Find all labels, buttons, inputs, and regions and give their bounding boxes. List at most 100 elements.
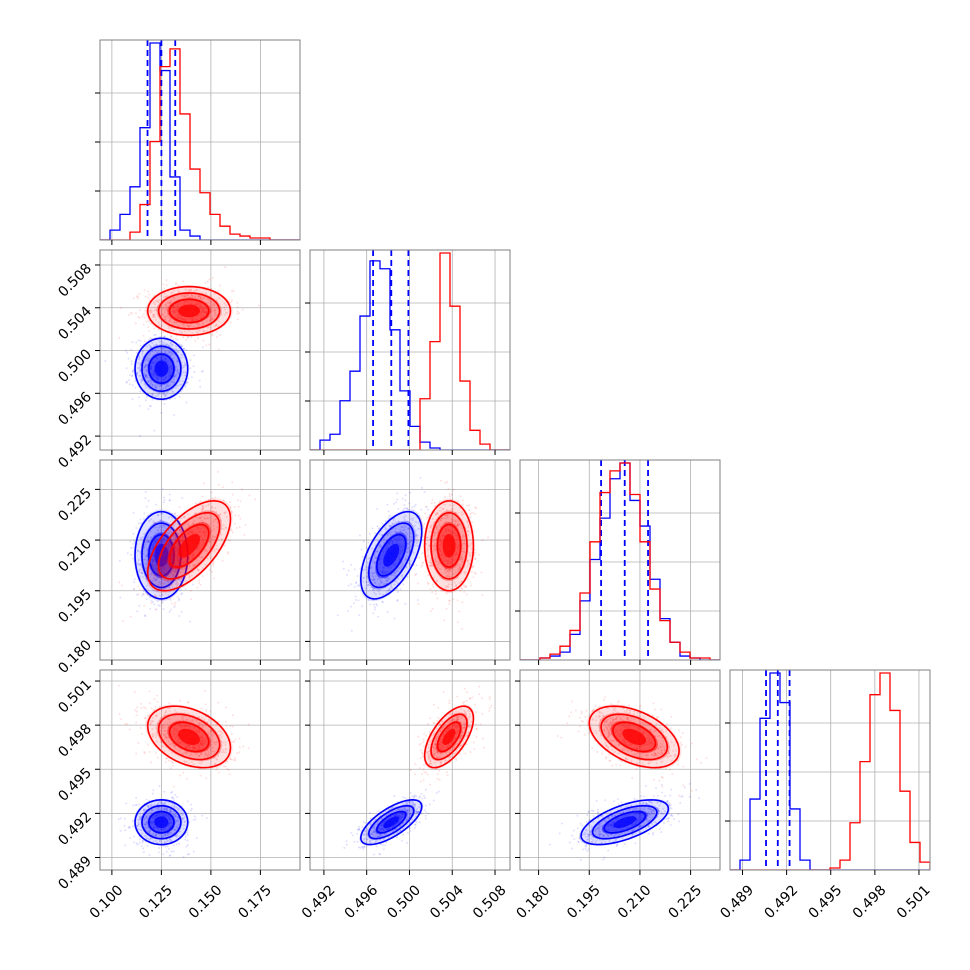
scatter-point (143, 366, 146, 369)
scatter-point (446, 574, 449, 577)
scatter-point (180, 528, 183, 531)
scatter-point (226, 311, 229, 314)
scatter-point (211, 309, 214, 312)
scatter-point (372, 575, 375, 578)
scatter-point (361, 555, 364, 558)
scatter-point (179, 811, 182, 814)
scatter-point (381, 534, 384, 537)
scatter-point (127, 313, 130, 316)
scatter-point (167, 541, 170, 544)
scatter-point (448, 495, 451, 498)
scatter-point (144, 817, 147, 820)
scatter-point (374, 556, 377, 559)
scatter-point (204, 550, 207, 553)
scatter-point (475, 507, 478, 510)
scatter-point (188, 821, 191, 824)
scatter-point (378, 527, 381, 530)
scatter-point (153, 522, 156, 525)
scatter-point (140, 522, 143, 525)
ticks-2-2 (515, 512, 692, 665)
scatter-point (394, 571, 397, 574)
scatter-point (209, 304, 212, 307)
scatter-point (164, 385, 167, 388)
scatter-point (129, 311, 132, 314)
scatter-point (150, 573, 153, 576)
scatter-point (167, 302, 170, 305)
scatter-point (163, 496, 166, 499)
scatter-point (166, 352, 169, 355)
density-contour (141, 804, 182, 840)
scatter-point (210, 491, 213, 494)
scatter-point (218, 320, 221, 323)
scatter-point (423, 522, 426, 525)
scatter-point (463, 539, 466, 542)
scatter-point (457, 499, 460, 502)
scatter-point (173, 569, 176, 572)
scatter-point (442, 508, 445, 511)
scatter-point (176, 808, 179, 811)
scatter-point (175, 815, 178, 818)
scatter-point (214, 743, 217, 746)
scatter-point (155, 299, 158, 302)
scatter-point (181, 817, 184, 820)
scatter-point (224, 304, 227, 307)
scatter-point (131, 371, 134, 374)
scatter-point (235, 526, 238, 529)
scatter-point (178, 597, 181, 600)
density-fill (154, 816, 169, 829)
scatter-point (153, 334, 156, 337)
scatter-point (131, 375, 134, 378)
scatter-point (167, 327, 170, 330)
scatter-point (138, 562, 141, 565)
ticks-0-0 (95, 92, 261, 245)
scatter-point (213, 536, 216, 539)
scatter-panel-1-2 (100, 250, 300, 450)
scatter-point (211, 538, 214, 541)
scatter-point (167, 580, 170, 583)
scatter-point (215, 324, 218, 327)
scatter-point (143, 532, 146, 535)
scatter-point (153, 595, 156, 598)
scatter-point (167, 736, 170, 739)
scatter-point (212, 524, 215, 527)
scatter-point (197, 323, 200, 326)
scatter-point (213, 312, 216, 315)
scatter-point (150, 804, 153, 807)
scatter-point (179, 577, 182, 580)
scatter-point (153, 578, 156, 581)
scatter-point (160, 343, 163, 346)
scatter-point (183, 820, 186, 823)
scatter-point (125, 381, 128, 384)
scatter-point (425, 516, 428, 519)
scatter-point (148, 830, 151, 833)
scatter-point (180, 593, 183, 596)
scatter-point (175, 582, 178, 585)
scatter-point (179, 830, 182, 833)
scatter-point (214, 309, 217, 312)
scatter-point (176, 819, 179, 822)
grid-lines (310, 460, 510, 660)
scatter-point (210, 311, 213, 314)
scatter-point (150, 536, 153, 539)
scatter-point (396, 492, 399, 495)
scatter-point (173, 512, 176, 515)
scatter-panel-1-4 (100, 670, 300, 870)
scatter-point (152, 834, 155, 837)
scatter-point (139, 551, 142, 554)
scatter-point (211, 317, 214, 320)
scatter-point (146, 844, 149, 847)
scatter-point (390, 531, 393, 534)
scatter-point (143, 289, 146, 292)
scatter-point (120, 306, 123, 309)
scatter-point (131, 546, 134, 549)
scatter-point (199, 500, 202, 503)
scatter-point (186, 567, 189, 570)
scatter-point (139, 363, 142, 366)
scatter-point (436, 512, 439, 515)
scatter-point (144, 373, 147, 376)
scatter-point (206, 326, 209, 329)
scatter-point (131, 369, 134, 372)
scatter-point (376, 550, 379, 553)
scatter-point (207, 517, 210, 520)
scatter-point (143, 365, 146, 368)
